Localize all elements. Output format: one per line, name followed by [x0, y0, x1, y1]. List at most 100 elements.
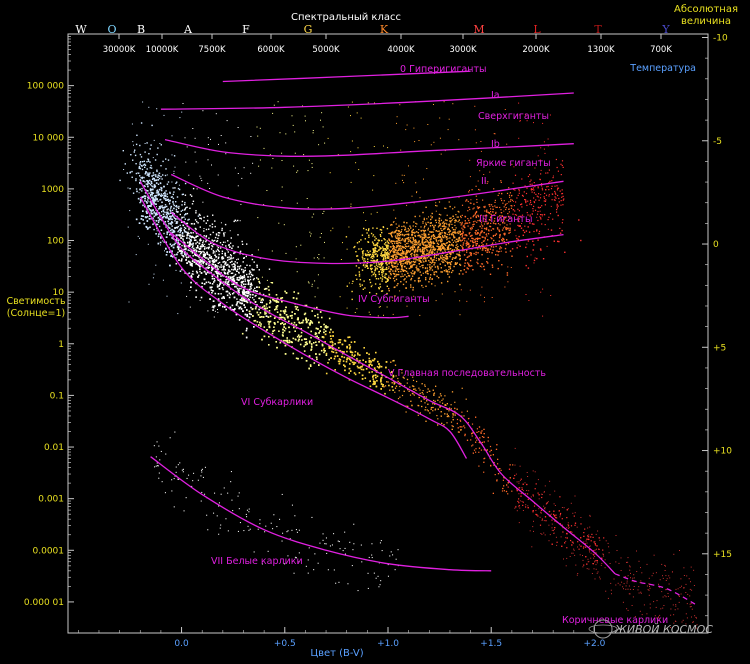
star-point [358, 271, 360, 273]
star-point [487, 436, 489, 439]
star-point [205, 273, 207, 275]
star-point [440, 153, 442, 155]
star-point [383, 386, 385, 388]
star-point [209, 261, 211, 264]
star-point [452, 413, 454, 415]
star-point [479, 265, 482, 267]
star-point [422, 236, 424, 239]
star-point [215, 265, 218, 267]
star-point [226, 294, 229, 297]
star-point [135, 254, 137, 256]
star-point [274, 308, 276, 311]
star-point [428, 281, 430, 283]
star-point [214, 236, 217, 239]
star-point [414, 248, 417, 251]
star-point [275, 308, 277, 310]
star-point [404, 256, 406, 258]
star-point [139, 199, 142, 201]
star-point [385, 266, 388, 269]
star-point [325, 354, 328, 356]
star-point [146, 226, 148, 228]
star-point [386, 278, 389, 281]
star-point [228, 271, 230, 273]
star-point [396, 273, 399, 276]
star-point [188, 250, 190, 252]
star-point [465, 245, 467, 247]
star-point [424, 241, 426, 243]
star-point [491, 214, 493, 216]
star-point [295, 357, 298, 360]
star-point [285, 292, 288, 294]
star-point [369, 267, 372, 270]
star-point [423, 256, 425, 259]
star-point [483, 428, 485, 430]
star-point [364, 287, 366, 289]
star-point [418, 240, 420, 242]
star-point [392, 254, 394, 256]
star-point [440, 256, 442, 259]
star-point [407, 259, 409, 261]
star-point [377, 315, 379, 317]
star-point [515, 214, 518, 216]
star-point [309, 320, 312, 322]
star-point [432, 251, 434, 253]
star-point [441, 239, 443, 241]
star-point [148, 218, 151, 220]
star-point [445, 270, 447, 273]
star-point [475, 243, 477, 245]
star-point [430, 252, 432, 254]
star-point [256, 311, 259, 314]
star-point [518, 221, 520, 223]
star-point [476, 431, 478, 433]
star-point [169, 218, 171, 221]
star-point [272, 158, 274, 159]
star-point [574, 522, 577, 524]
star-point [221, 258, 223, 260]
star-point [375, 262, 378, 264]
star-point [295, 308, 298, 310]
star-point [229, 254, 232, 256]
star-point [460, 216, 462, 219]
star-point [411, 246, 413, 248]
star-point [310, 330, 312, 333]
star-point [460, 429, 462, 431]
star-point [377, 242, 379, 244]
star-point [243, 286, 245, 288]
star-point [525, 294, 527, 295]
star-point [547, 145, 549, 147]
star-point [432, 410, 434, 412]
star-point [421, 238, 423, 240]
star-point [464, 216, 467, 218]
star-point [499, 206, 501, 209]
star-point [507, 215, 510, 218]
star-point [410, 262, 412, 264]
star-point [397, 398, 400, 400]
star-point [312, 132, 314, 134]
star-point [396, 233, 398, 235]
star-point [449, 241, 451, 243]
star-point [343, 351, 345, 353]
star-point [398, 231, 400, 233]
star-point [400, 263, 402, 265]
star-point [471, 423, 474, 425]
star-point [439, 248, 442, 250]
star-point [157, 183, 160, 185]
star-point [179, 234, 182, 236]
star-point [452, 208, 454, 210]
star-point [478, 447, 481, 449]
star-point [395, 247, 397, 249]
star-point [417, 414, 419, 416]
star-point [480, 263, 482, 265]
star-point [411, 234, 413, 237]
star-point [481, 242, 483, 244]
star-point [441, 422, 443, 424]
star-point [424, 409, 426, 411]
star-point [529, 214, 531, 216]
star-point [433, 227, 435, 229]
star-point [466, 199, 468, 201]
star-point [555, 514, 557, 516]
star-point [390, 261, 392, 263]
star-point [351, 298, 353, 301]
star-point [454, 263, 456, 265]
star-point [441, 255, 443, 257]
